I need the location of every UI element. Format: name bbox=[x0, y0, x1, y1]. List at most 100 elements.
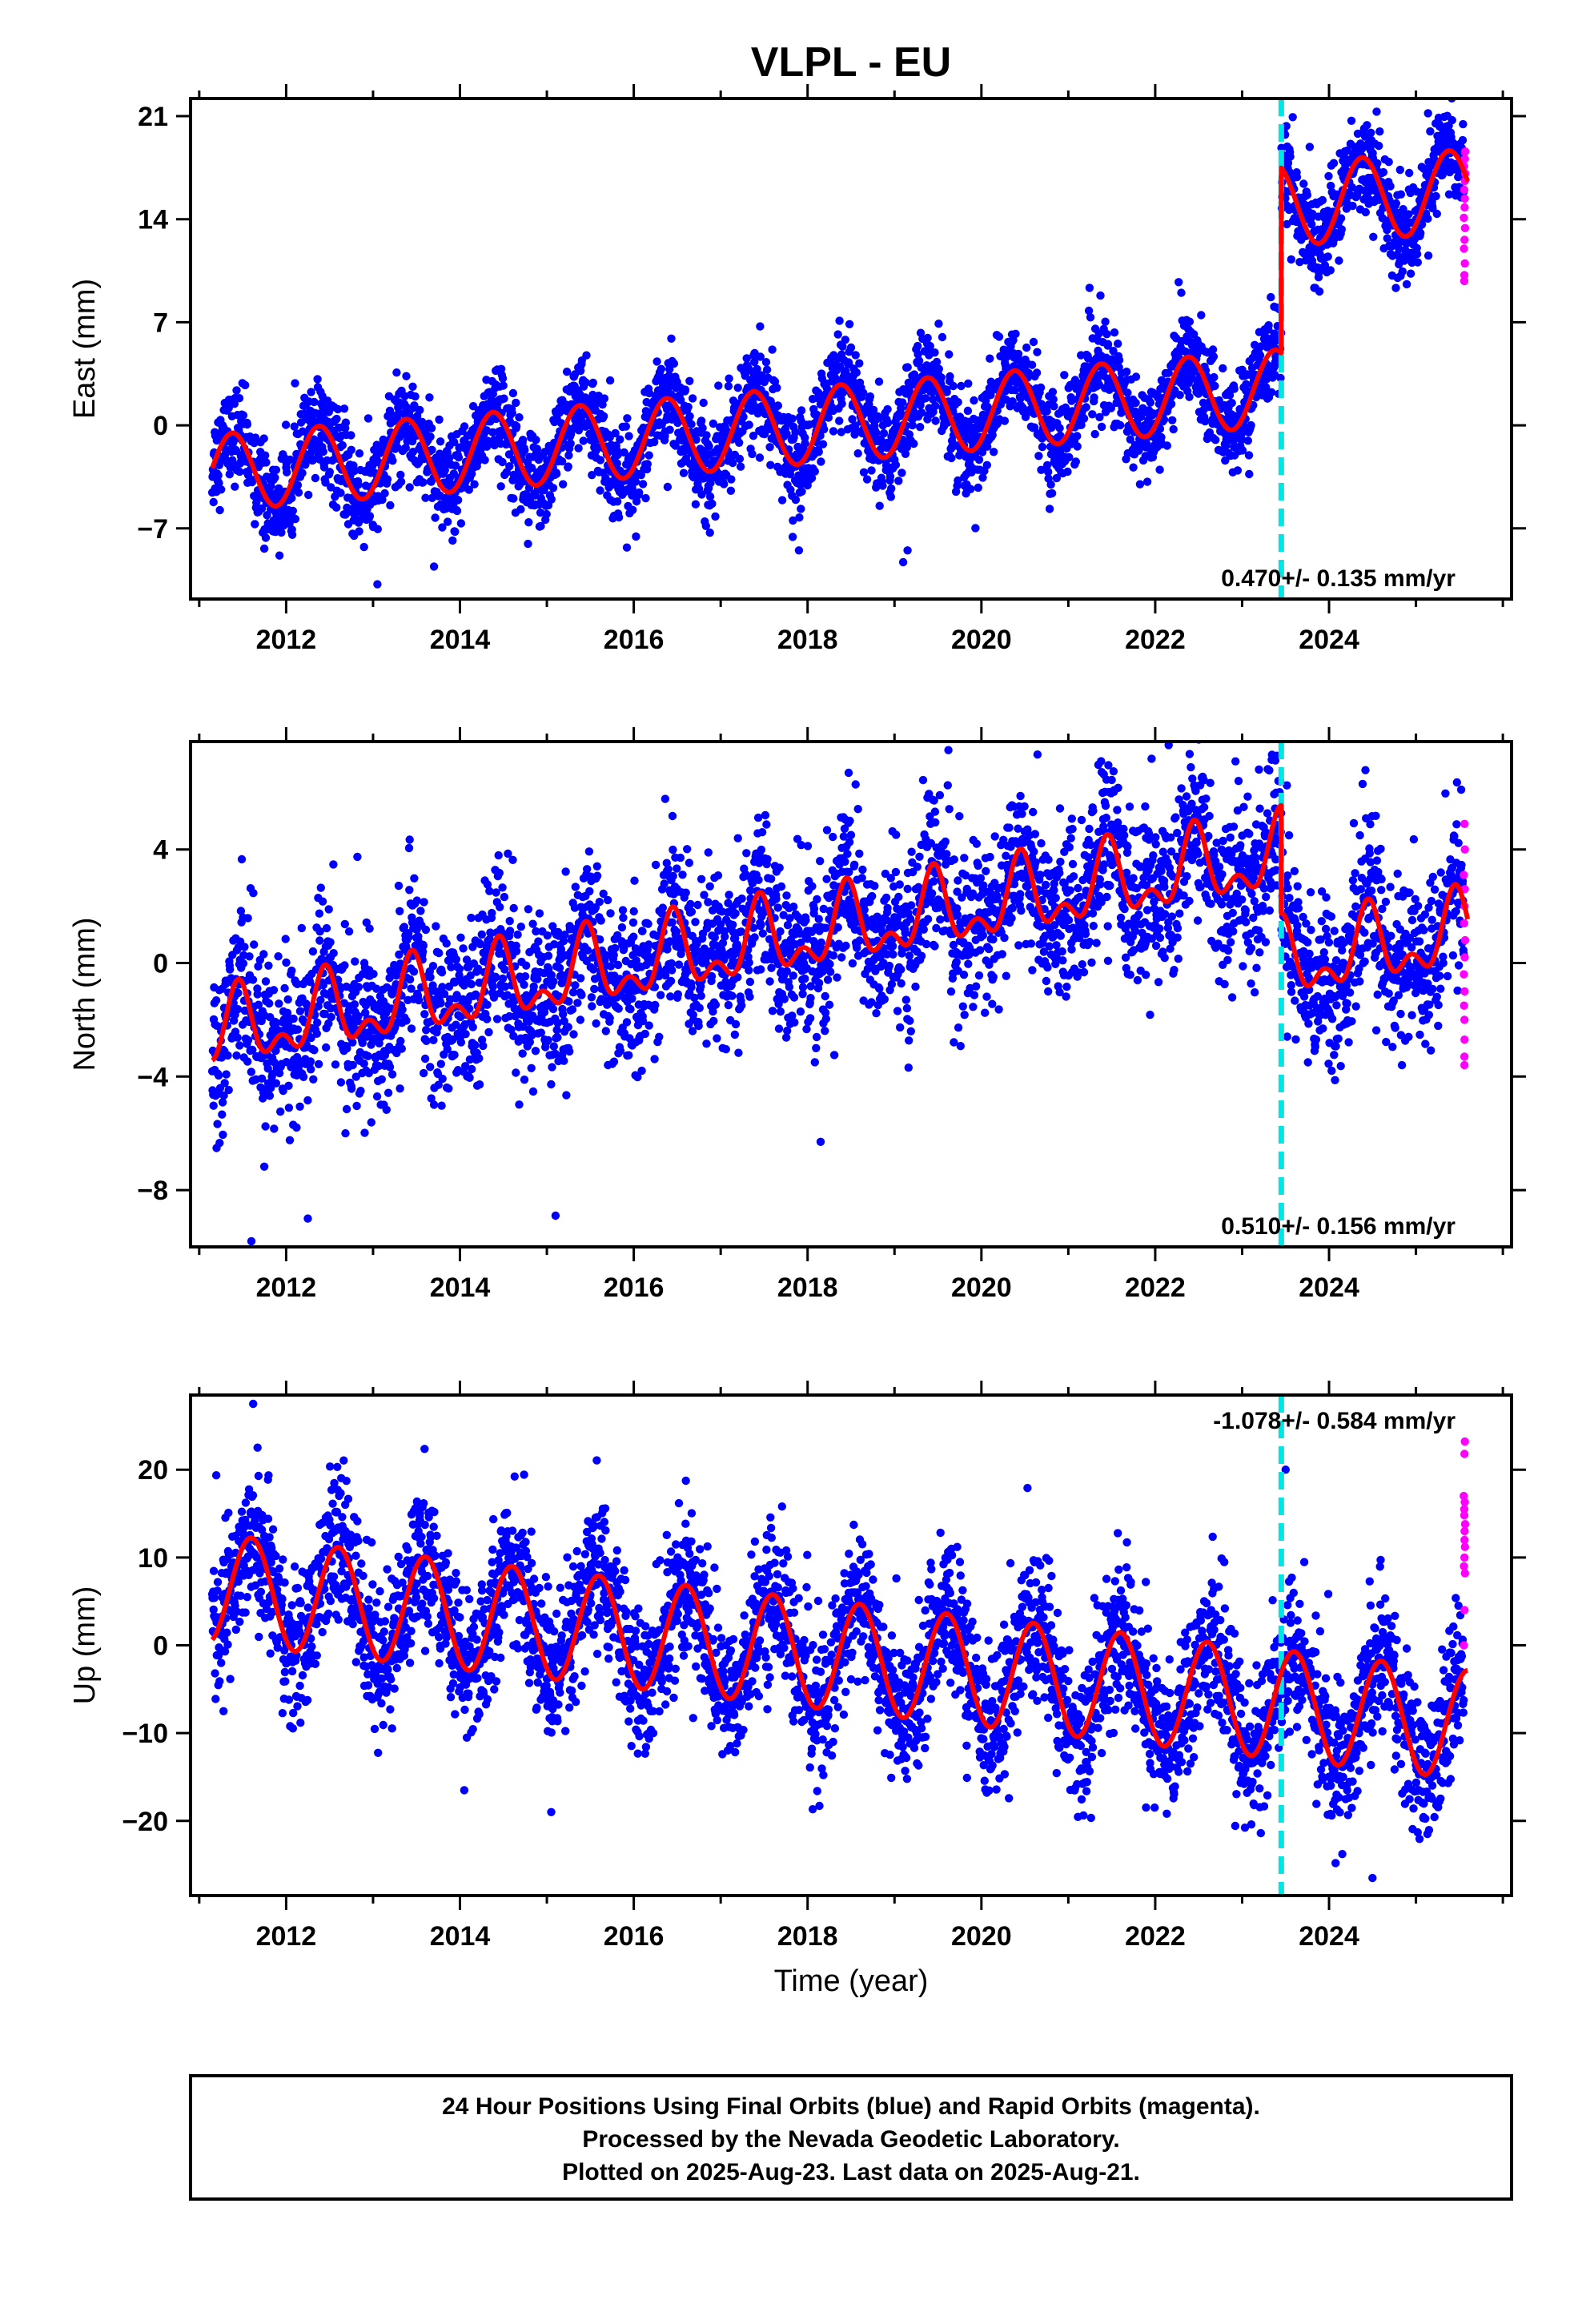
final-orbit-point bbox=[436, 437, 445, 446]
final-orbit-point bbox=[1423, 214, 1432, 223]
final-orbit-point bbox=[237, 854, 247, 864]
final-orbit-point bbox=[396, 1036, 405, 1046]
final-orbit-point bbox=[427, 424, 436, 432]
final-orbit-point bbox=[903, 546, 912, 555]
final-orbit-point bbox=[421, 493, 430, 502]
final-orbit-point bbox=[1219, 364, 1227, 373]
final-orbit-point bbox=[396, 907, 404, 916]
final-orbit-point bbox=[269, 986, 279, 995]
final-orbit-point bbox=[930, 348, 939, 357]
final-orbit-point bbox=[852, 368, 861, 377]
final-orbit-point bbox=[548, 484, 558, 493]
final-orbit-point bbox=[290, 422, 299, 431]
final-orbit-point bbox=[520, 446, 529, 455]
final-orbit-point bbox=[432, 922, 440, 931]
final-orbit-point bbox=[494, 850, 503, 860]
final-orbit-point bbox=[1033, 348, 1042, 356]
final-orbit-point bbox=[947, 453, 956, 463]
final-orbit-point bbox=[894, 476, 903, 485]
rapid-orbit-point bbox=[1460, 259, 1469, 268]
final-orbit-point bbox=[387, 411, 396, 420]
final-orbit-point bbox=[498, 374, 508, 383]
final-orbit-point bbox=[249, 889, 258, 898]
final-orbit-point bbox=[232, 1051, 241, 1060]
final-orbit-point bbox=[711, 512, 720, 521]
final-orbit-point bbox=[231, 482, 239, 491]
final-orbit-point bbox=[547, 1080, 556, 1089]
final-orbit-point bbox=[209, 1101, 218, 1110]
final-orbit-point bbox=[465, 1073, 474, 1083]
final-orbit-point bbox=[496, 482, 505, 491]
final-orbit-point bbox=[483, 1015, 492, 1023]
final-orbit-point bbox=[262, 458, 271, 467]
final-orbit-point bbox=[498, 974, 508, 983]
final-orbit-point bbox=[219, 1130, 227, 1140]
final-orbit-point bbox=[259, 1162, 269, 1172]
final-orbit-point bbox=[1110, 328, 1119, 337]
final-orbit-point bbox=[1335, 256, 1343, 265]
final-orbit-point bbox=[621, 422, 630, 431]
final-orbit-point bbox=[468, 469, 476, 478]
final-orbit-point bbox=[851, 351, 860, 360]
final-orbit-point bbox=[620, 448, 628, 457]
final-orbit-point bbox=[797, 505, 805, 513]
final-orbit-point bbox=[1208, 345, 1218, 354]
final-orbit-point bbox=[226, 965, 235, 974]
final-orbit-point bbox=[467, 979, 476, 989]
final-orbit-point bbox=[886, 493, 896, 501]
final-orbit-point bbox=[436, 999, 445, 1008]
final-orbit-point bbox=[1375, 141, 1383, 151]
final-orbit-point bbox=[212, 436, 221, 445]
final-orbit-point bbox=[243, 1035, 253, 1045]
final-orbit-point bbox=[251, 520, 259, 529]
final-orbit-point bbox=[360, 1128, 369, 1137]
final-orbit-point bbox=[383, 1088, 393, 1097]
final-orbit-point bbox=[347, 445, 355, 454]
final-orbit-point bbox=[891, 460, 901, 469]
final-orbit-point bbox=[280, 983, 289, 993]
final-orbit-point bbox=[426, 1063, 435, 1072]
final-orbit-point bbox=[688, 394, 697, 403]
final-orbit-point bbox=[429, 1100, 439, 1109]
final-orbit-point bbox=[739, 412, 748, 421]
final-orbit-point bbox=[372, 1092, 382, 1101]
final-orbit-point bbox=[505, 462, 514, 471]
final-orbit-point bbox=[496, 903, 504, 911]
final-orbit-point bbox=[402, 1016, 411, 1025]
final-orbit-point bbox=[281, 935, 290, 943]
final-orbit-point bbox=[749, 432, 758, 440]
final-orbit-point bbox=[468, 1023, 477, 1031]
final-orbit-point bbox=[938, 332, 947, 342]
final-orbit-point bbox=[214, 471, 223, 480]
final-orbit-point bbox=[470, 480, 479, 489]
final-orbit-point bbox=[1174, 278, 1183, 287]
final-orbit-point bbox=[1185, 317, 1195, 326]
chart-title: VLPL - EU bbox=[751, 39, 951, 86]
final-orbit-point bbox=[456, 1038, 466, 1047]
final-orbit-point bbox=[879, 428, 889, 438]
final-orbit-point bbox=[1085, 283, 1094, 292]
final-orbit-point bbox=[1458, 135, 1468, 145]
final-orbit-point bbox=[515, 413, 524, 422]
final-orbit-point bbox=[438, 523, 447, 532]
final-orbit-point bbox=[1060, 371, 1069, 380]
final-orbit-point bbox=[516, 505, 525, 514]
final-orbit-point bbox=[632, 532, 640, 541]
final-orbit-point bbox=[665, 364, 674, 374]
final-orbit-point bbox=[916, 423, 925, 432]
final-orbit-point bbox=[261, 451, 270, 460]
final-orbit-point bbox=[265, 999, 274, 1008]
final-orbit-point bbox=[624, 432, 633, 440]
final-orbit-point bbox=[329, 949, 338, 958]
final-orbit-point bbox=[1315, 287, 1324, 296]
final-orbit-point bbox=[341, 418, 351, 427]
final-orbit-point bbox=[611, 428, 620, 438]
north-plot-area bbox=[207, 742, 1471, 1247]
final-orbit-point bbox=[281, 420, 291, 429]
y-tick-label: −7 bbox=[137, 514, 168, 545]
final-orbit-point bbox=[509, 494, 518, 503]
final-orbit-point bbox=[1247, 420, 1255, 430]
final-orbit-point bbox=[795, 513, 804, 522]
final-orbit-point bbox=[418, 417, 427, 427]
final-orbit-point bbox=[949, 381, 958, 391]
